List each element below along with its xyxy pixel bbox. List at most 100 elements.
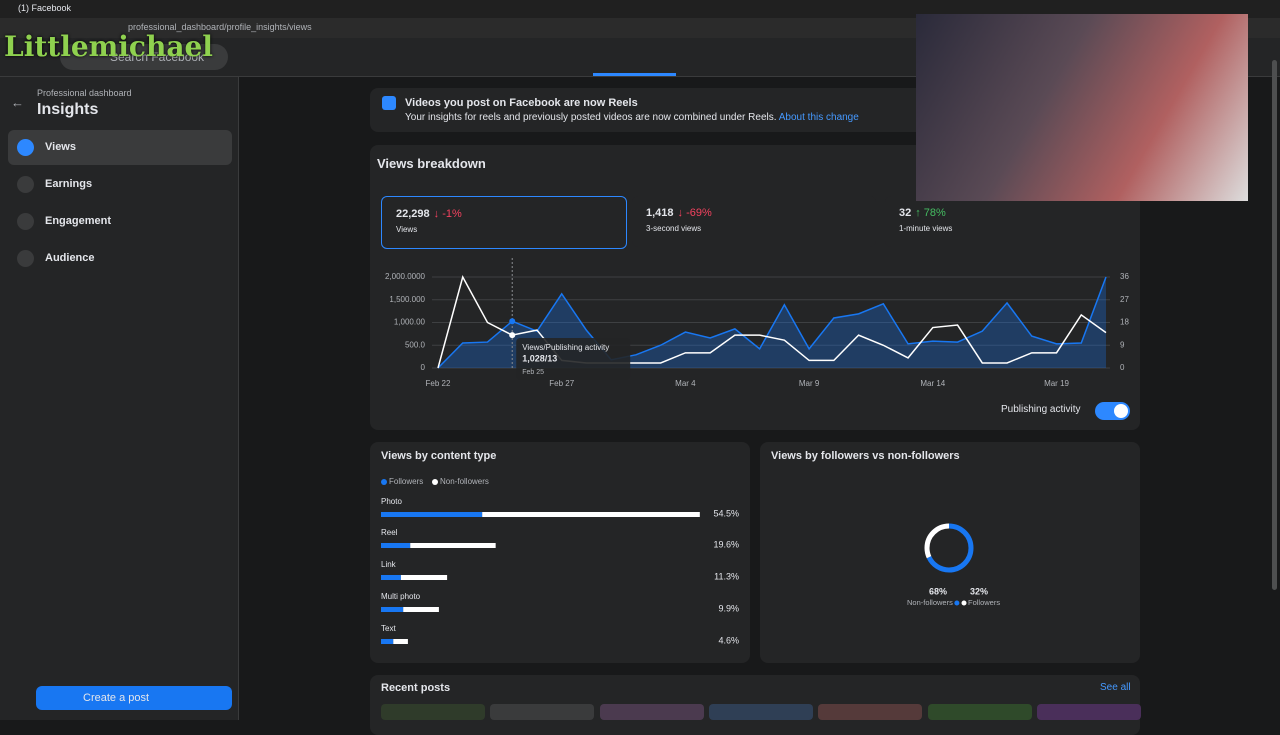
y-tick-label: 0 xyxy=(421,363,426,372)
tab-title[interactable]: (1) Facebook xyxy=(18,3,72,13)
post-thumbnail[interactable] xyxy=(381,704,485,720)
nav-label[interactable]: Audience xyxy=(45,252,95,264)
metric-change: ↑ 78% xyxy=(915,207,946,219)
legend-label: Non-followers xyxy=(440,477,489,486)
nav-item[interactable]: Engagement xyxy=(8,204,232,239)
post-thumbnail[interactable] xyxy=(1037,704,1141,720)
toggle[interactable] xyxy=(1095,402,1130,420)
tooltip xyxy=(516,338,631,380)
value-label: 4.6% xyxy=(718,635,739,645)
sidebar-subtitle: Professional dashboard xyxy=(37,88,132,98)
active-tab-indicator xyxy=(593,73,676,76)
bar-segment xyxy=(381,575,401,580)
nav-item[interactable]: Views xyxy=(8,130,232,165)
x-tick-label: Feb 27 xyxy=(549,379,574,388)
post-thumbnail[interactable] xyxy=(818,704,922,720)
donut-legend-swatch xyxy=(961,600,967,606)
reels-icon xyxy=(382,96,396,110)
post-thumbnail[interactable] xyxy=(709,704,813,720)
tooltip-date: Feb 25 xyxy=(522,369,544,376)
category-label: Multi photo xyxy=(381,592,421,601)
notice-text: Your insights for reels and previously p… xyxy=(405,112,859,123)
breakdown-title: Views breakdown xyxy=(377,156,486,171)
chart-title: Views by followers vs non-followers xyxy=(771,450,960,462)
followers-card xyxy=(760,442,1140,663)
nav-label[interactable]: Views xyxy=(45,141,76,153)
metric-value: 1,418 xyxy=(646,207,674,219)
bar-segment xyxy=(403,607,439,612)
value-label: 9.9% xyxy=(718,603,739,613)
bar-segment xyxy=(381,639,394,644)
title-bar xyxy=(0,0,1280,18)
back-arrow[interactable]: ← xyxy=(11,95,24,110)
sidebar-title: Insights xyxy=(37,101,99,118)
value-label: 11.3% xyxy=(714,571,739,581)
notice-body: Your insights for reels and previously p… xyxy=(405,112,777,123)
donut-legend-label: Non-followers xyxy=(907,598,953,607)
metric-card[interactable]: 32 ↑ 78% 1-minute views xyxy=(885,196,1129,247)
x-tick-label: Mar 4 xyxy=(675,379,696,388)
bar-segment xyxy=(400,575,448,580)
url[interactable]: professional_dashboard/profile_insights/… xyxy=(128,22,312,32)
webcam-overlay xyxy=(916,14,1248,201)
bar-segment xyxy=(381,543,411,548)
metric-change: ↓ -69% xyxy=(677,207,712,219)
legend-swatch xyxy=(381,479,387,485)
notice-link[interactable]: About this change xyxy=(778,112,859,123)
area xyxy=(438,277,1106,368)
charts: 0 500.0 1,000.00 1,500.000 2,000.0000 0 9 18 27 3… xyxy=(381,258,1129,645)
bar-segment xyxy=(482,512,700,517)
search-box[interactable]: Search Facebook xyxy=(60,44,228,70)
notice-title: Videos you post on Facebook are now Reel… xyxy=(405,97,638,109)
donut-legend-label: Followers xyxy=(968,598,1000,607)
scrollbar xyxy=(1272,60,1277,590)
legend-label: Followers xyxy=(389,477,423,486)
hover-point xyxy=(509,318,516,325)
post-thumbnail[interactable] xyxy=(490,704,594,720)
sidebar xyxy=(0,77,239,720)
y2-tick-label: 18 xyxy=(1120,318,1129,327)
donut-legend-swatch xyxy=(954,600,960,606)
metric-card[interactable]: 1,418 ↓ -69% 3-second views xyxy=(632,196,876,247)
see-all-link[interactable]: See all xyxy=(1100,682,1131,693)
y-tick-label: 2,000.0000 xyxy=(385,272,426,281)
metric-card[interactable]: 22,298 ↓ -1% Views xyxy=(381,196,627,249)
metric-change: ↓ -1% xyxy=(433,208,462,220)
y2-tick-label: 36 xyxy=(1120,272,1129,281)
nav-item[interactable]: Audience xyxy=(8,241,232,276)
create-post-button[interactable]: Create a post xyxy=(36,686,232,710)
tooltip-title: Views/Publishing activity xyxy=(522,343,609,352)
x-tick-label: Mar 9 xyxy=(799,379,820,388)
value-label: 19.6% xyxy=(713,539,739,549)
metric-label: Views xyxy=(396,225,418,234)
bar-segment xyxy=(410,543,496,548)
line xyxy=(437,276,1107,369)
x-tick-label: Mar 14 xyxy=(920,379,945,388)
category-label: Link xyxy=(381,560,397,569)
nav-label[interactable]: Engagement xyxy=(45,215,112,227)
donut-value-label: 32% xyxy=(970,586,988,596)
content-type-card xyxy=(370,442,750,663)
metric-value: 22,298 xyxy=(396,208,430,220)
recent-posts-title: Recent posts xyxy=(381,682,451,694)
legend-swatch xyxy=(432,479,438,485)
toggle-label: Publishing activity xyxy=(1001,404,1081,415)
x-tick-label: Feb 22 xyxy=(426,379,451,388)
x-tick-label: Mar 19 xyxy=(1044,379,1069,388)
nav-label[interactable]: Earnings xyxy=(45,178,93,190)
chart-title: Views by content type xyxy=(381,450,497,462)
stream-overlay-text: Littlemichael xyxy=(4,30,213,63)
y2-tick-label: 9 xyxy=(1120,340,1125,349)
nav-item[interactable]: Earnings xyxy=(8,167,232,202)
tooltip-value: 1,028/13 xyxy=(522,353,557,363)
y-tick-label: 500.0 xyxy=(405,340,426,349)
y2-tick-label: 27 xyxy=(1120,295,1129,304)
y-tick-label: 1,000.00 xyxy=(394,318,426,327)
post-thumbnail[interactable] xyxy=(928,704,1032,720)
bar-segment xyxy=(381,607,404,612)
donut-segment xyxy=(924,523,974,573)
value-label: 54.5% xyxy=(713,508,739,518)
donut-value-label: 68% xyxy=(929,586,947,596)
post-thumbnail[interactable] xyxy=(600,704,704,720)
